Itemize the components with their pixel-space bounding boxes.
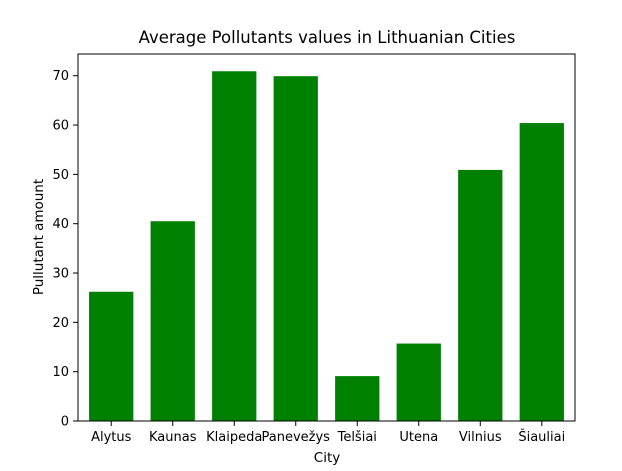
bar-panevežys (273, 76, 318, 421)
x-tick-label: Telšiai (337, 430, 377, 445)
y-tick-label: 0 (61, 415, 69, 430)
chart-title: Average Pollutants values in Lithuanian … (139, 28, 516, 47)
bar-utena (396, 343, 441, 421)
x-axis-label: City (314, 450, 340, 466)
y-tick-label: 30 (52, 267, 69, 282)
bar-klaipeda (212, 71, 257, 421)
x-tick-label: Alytus (91, 430, 132, 445)
y-axis-label: Pullutant amount (31, 179, 47, 295)
bar-vilnius (458, 169, 503, 421)
y-tick-label: 40 (52, 217, 69, 232)
y-tick-label: 60 (52, 119, 69, 134)
x-tick-label: Vilnius (459, 430, 502, 445)
bar-telšiai (335, 376, 380, 421)
x-tick-label: Šiauliai (518, 429, 565, 445)
x-tick-label: Utena (399, 430, 438, 445)
y-tick-label: 10 (52, 365, 69, 380)
plot-frame (77, 53, 576, 422)
y-tick-label: 20 (52, 316, 69, 331)
y-tick-label: 50 (52, 168, 69, 183)
bar-kaunas (150, 221, 195, 421)
x-tick-label: Klaipeda (206, 430, 262, 445)
x-tick-label: Kaunas (149, 430, 197, 445)
y-axis-ticks: 0 10 20 30 40 50 60 70 (52, 69, 78, 430)
bars-group (89, 71, 564, 421)
x-tick-label: Panevežys (262, 430, 331, 445)
bar-alytus (89, 291, 134, 421)
y-tick-label: 70 (52, 69, 69, 84)
bar-šiauliai (519, 123, 564, 421)
x-axis-ticks: Alytus Kaunas Klaipeda Panevežys Telšiai Uten… (91, 421, 565, 445)
